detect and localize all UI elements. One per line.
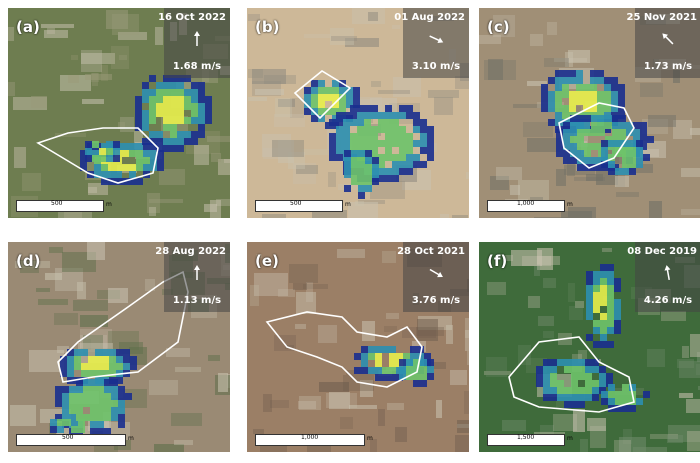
observation-date: 08 Dec 2019 xyxy=(627,246,697,257)
site-outline xyxy=(36,127,159,184)
site-outline xyxy=(558,102,635,169)
scale-unit: m xyxy=(567,201,573,208)
wind-speed: 1.73 m/s xyxy=(643,61,693,72)
wind-direction-arrow-icon xyxy=(429,268,443,278)
wind-speed: 4.26 m/s xyxy=(643,295,693,306)
observation-date: 25 Nov 2021 xyxy=(626,12,697,23)
scale-unit: m xyxy=(106,201,112,208)
scale-value: 1,000 xyxy=(517,200,535,207)
wind-direction-arrow-icon xyxy=(194,31,200,46)
panel-label: (a) xyxy=(16,18,40,36)
scale-bar: 500 m xyxy=(255,200,355,212)
panel-label: (b) xyxy=(255,18,280,36)
scale-value: 500 xyxy=(51,200,63,207)
scale-value: 1,500 xyxy=(517,434,535,441)
site-outline xyxy=(265,311,423,388)
scale-unit: m xyxy=(367,435,373,442)
wind-info-box: 01 Aug 2022 3.10 m/s xyxy=(394,8,469,78)
site-outline xyxy=(293,70,352,120)
wind-direction-arrow-icon xyxy=(194,265,200,280)
observation-date: 28 Oct 2021 xyxy=(397,246,465,257)
satellite-image xyxy=(479,8,700,218)
scale-value: 1,000 xyxy=(301,434,319,441)
panel-c: (c) 25 Nov 2021 1.73 m/s 1,000 m xyxy=(479,8,700,218)
wind-info-box: 28 Aug 2022 1.13 m/s xyxy=(155,242,230,312)
wind-direction-arrow-icon xyxy=(429,35,444,43)
wind-speed: 1.68 m/s xyxy=(172,61,222,72)
wind-direction-arrow-icon xyxy=(662,33,674,45)
scale-bar: 500 m xyxy=(16,200,116,212)
scale-value: 500 xyxy=(290,200,302,207)
scale-unit: m xyxy=(567,435,573,442)
wind-direction-arrow-icon xyxy=(664,265,671,281)
scale-bar: 1,500 m xyxy=(487,434,577,446)
scale-bar: 1,000 m xyxy=(487,200,577,212)
scale-unit: m xyxy=(345,201,351,208)
wind-speed: 1.13 m/s xyxy=(172,295,222,306)
panel-e: (e) 28 Oct 2021 3.76 m/s 1,000 m xyxy=(247,242,469,452)
observation-date: 01 Aug 2022 xyxy=(394,12,465,23)
panel-label: (f) xyxy=(487,252,508,270)
observation-date: 16 Oct 2022 xyxy=(158,12,226,23)
panel-b: (b) 01 Aug 2022 3.10 m/s 500 m xyxy=(247,8,469,218)
scale-bar: 500 m xyxy=(16,434,138,446)
wind-speed: 3.76 m/s xyxy=(411,295,461,306)
wind-info-box: 16 Oct 2022 1.68 m/s xyxy=(158,8,230,78)
wind-info-box: 08 Dec 2019 4.26 m/s xyxy=(627,242,700,312)
scale-bar: 1,000 m xyxy=(255,434,377,446)
panel-f: (f) 08 Dec 2019 4.26 m/s 1,500 m xyxy=(479,242,700,452)
observation-date: 28 Aug 2022 xyxy=(155,246,226,257)
site-outline xyxy=(508,336,635,413)
wind-info-box: 25 Nov 2021 1.73 m/s xyxy=(627,8,700,78)
scale-value: 500 xyxy=(62,434,74,441)
panel-d: (d) 28 Aug 2022 1.13 m/s 500 m xyxy=(8,242,230,452)
panel-label: (d) xyxy=(16,252,41,270)
panel-a: (a) 16 Oct 2022 1.68 m/s 500 m xyxy=(8,8,230,218)
scale-unit: m xyxy=(128,435,134,442)
wind-info-box: 28 Oct 2021 3.76 m/s xyxy=(397,242,469,312)
wind-speed: 3.10 m/s xyxy=(411,61,461,72)
panel-label: (c) xyxy=(487,18,510,36)
panel-label: (e) xyxy=(255,252,279,270)
